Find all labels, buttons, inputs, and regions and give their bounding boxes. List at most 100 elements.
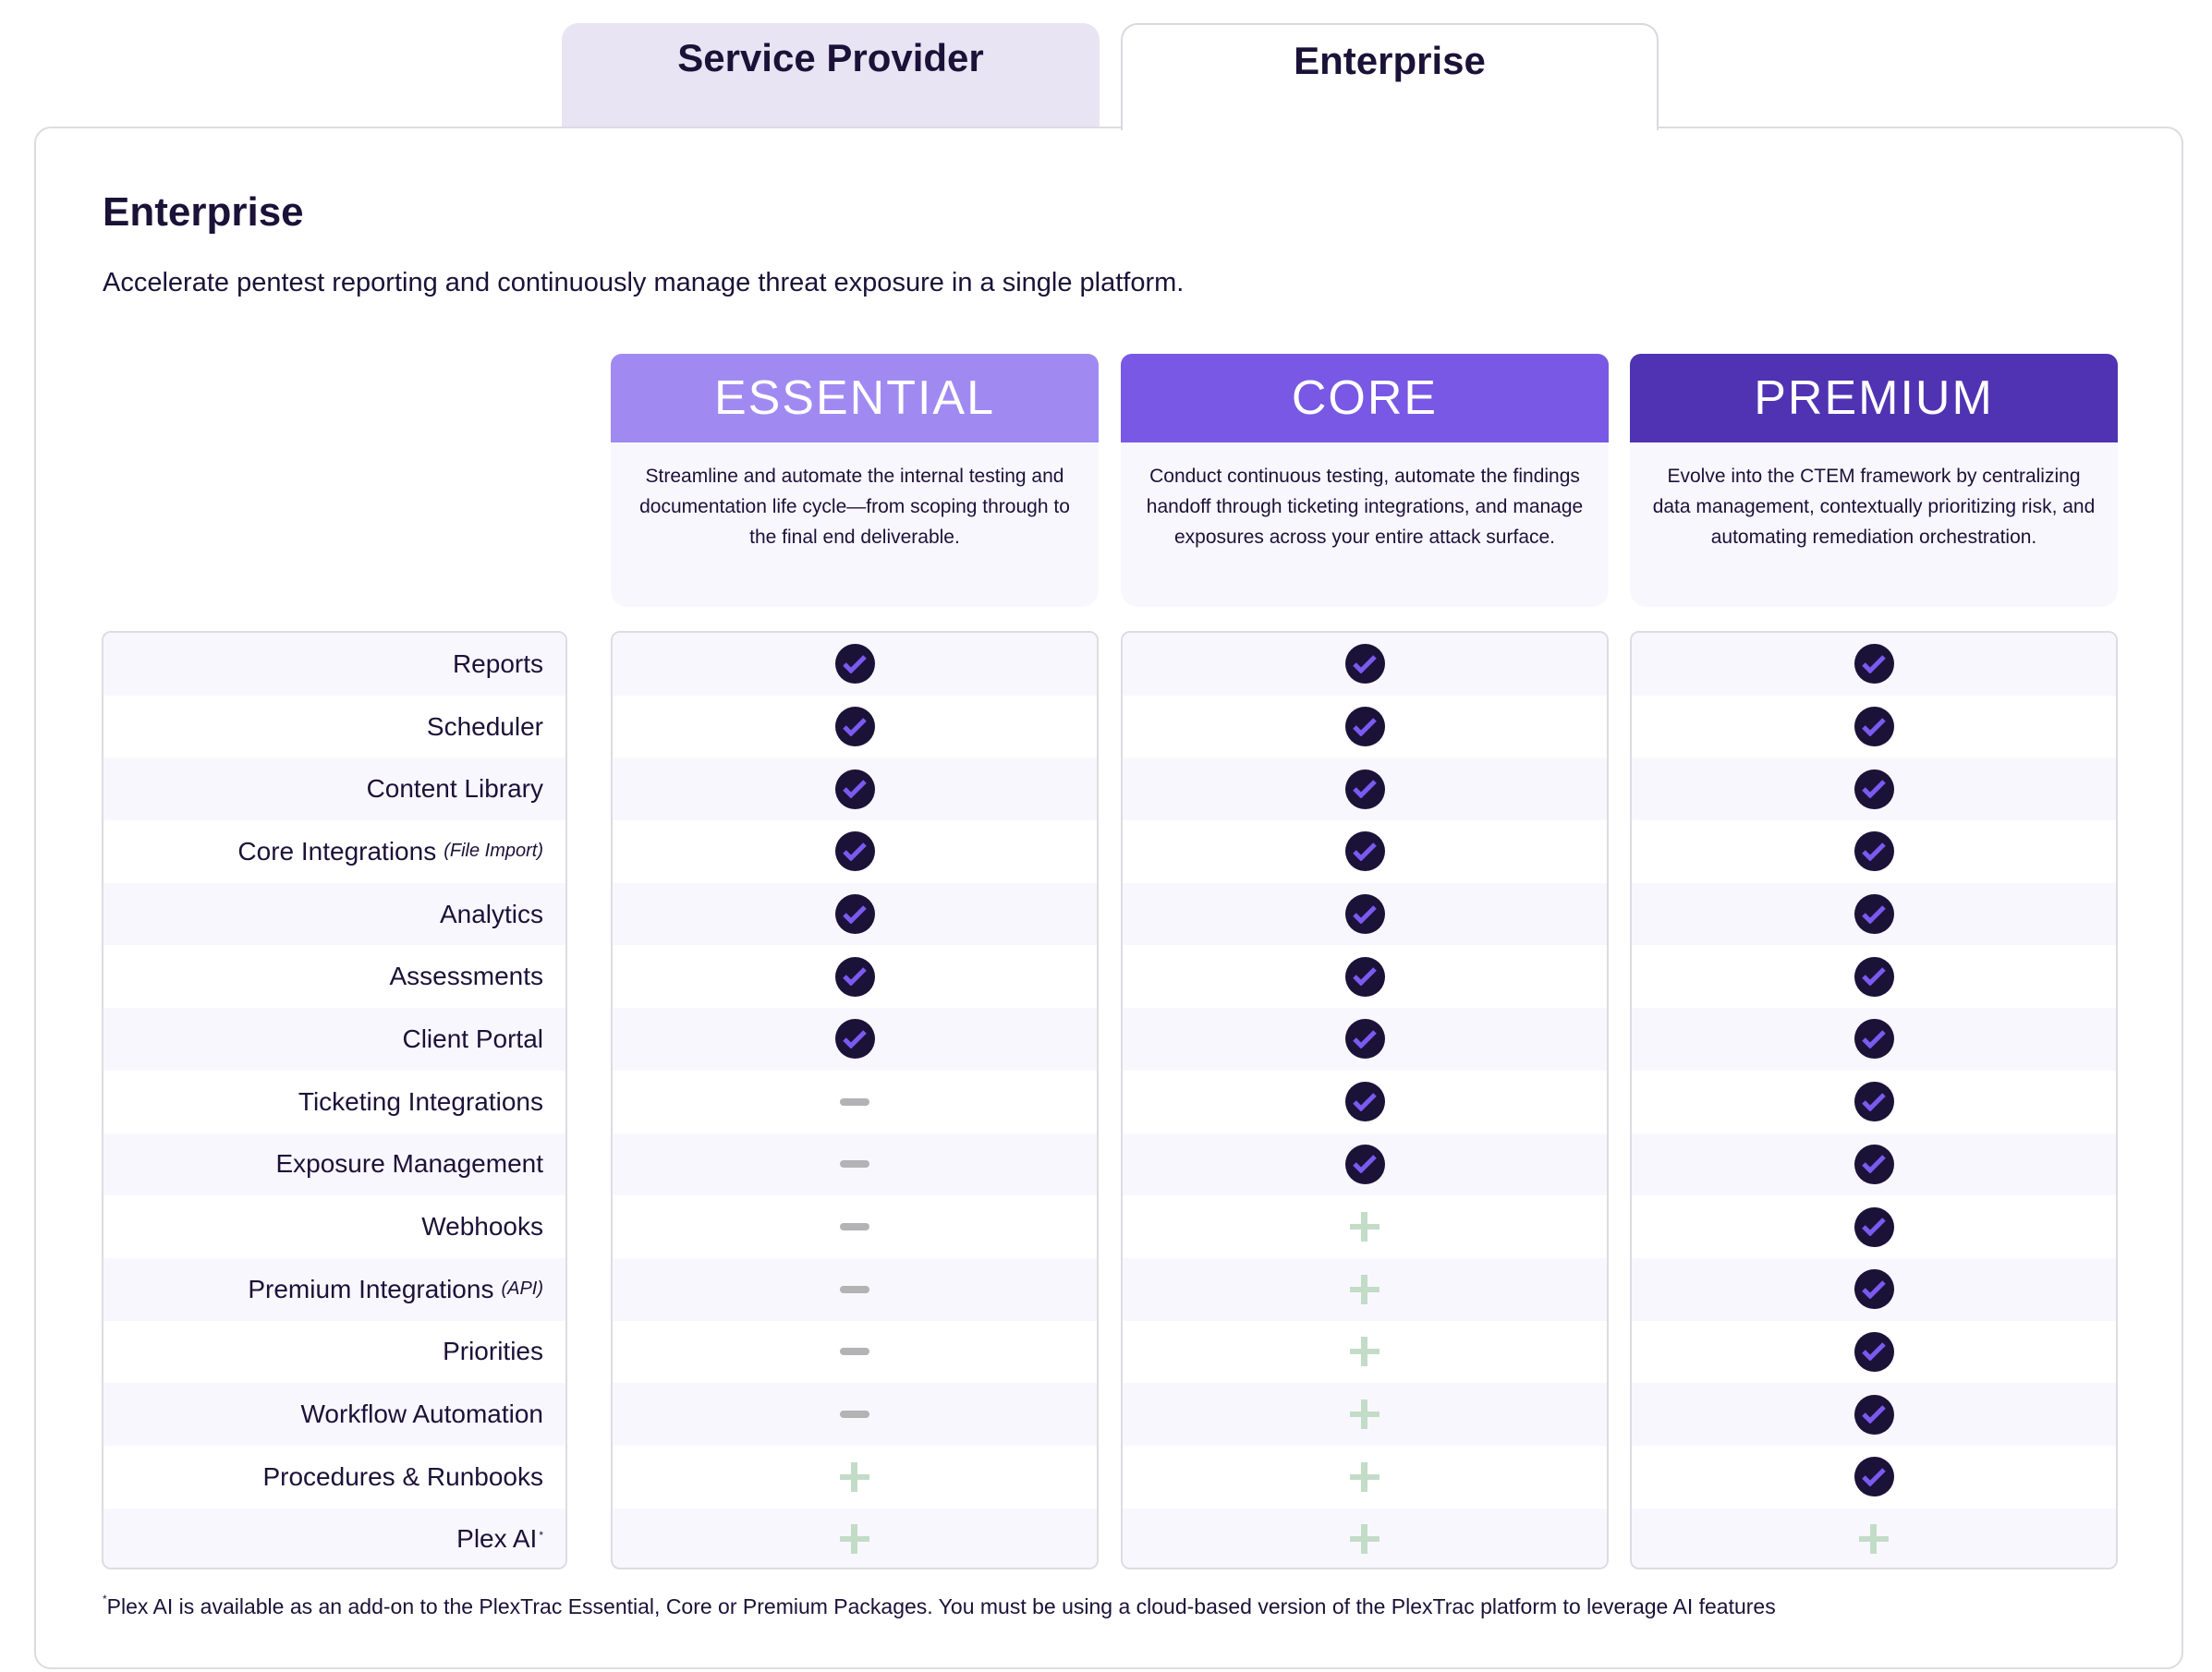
plan-description: Streamline and automate the internal tes… bbox=[611, 442, 1099, 607]
feature-label: Scheduler bbox=[426, 711, 543, 741]
feature-row: Ticketing Integrations bbox=[103, 1070, 565, 1133]
feature-row: Reports bbox=[103, 633, 565, 696]
feature-cell bbox=[1123, 945, 1607, 1009]
feature-cell bbox=[613, 1195, 1097, 1258]
feature-cell bbox=[1123, 882, 1607, 946]
tab-label: Enterprise bbox=[1294, 39, 1486, 82]
check-circle-icon bbox=[1853, 1331, 1894, 1372]
feature-label: Workflow Automation bbox=[300, 1399, 544, 1429]
check-circle-icon bbox=[1853, 1144, 1894, 1184]
feature-row: Exposure Management bbox=[103, 1133, 565, 1196]
check-circle-icon bbox=[1853, 1206, 1894, 1247]
feature-cell bbox=[1123, 1008, 1607, 1071]
feature-label: Premium Integrations bbox=[248, 1274, 494, 1303]
feature-cell bbox=[1632, 757, 2116, 821]
feature-row: Assessments bbox=[103, 945, 565, 1009]
check-circle-icon bbox=[834, 707, 875, 747]
feature-row: Plex AI * bbox=[103, 1508, 565, 1568]
check-circle-icon bbox=[1853, 956, 1894, 997]
plan-name: CORE bbox=[1121, 354, 1609, 442]
plan-name: PREMIUM bbox=[1630, 354, 2118, 442]
feature-label: Procedures & Runbooks bbox=[262, 1461, 543, 1491]
feature-cell bbox=[1632, 1195, 2116, 1258]
check-circle-icon bbox=[1344, 956, 1385, 997]
feature-cell bbox=[1632, 882, 2116, 946]
premium-feature-column bbox=[1630, 631, 2118, 1569]
plan-name: ESSENTIAL bbox=[611, 354, 1099, 442]
check-circle-icon bbox=[1344, 1144, 1385, 1184]
feature-cell bbox=[613, 945, 1097, 1009]
check-circle-icon bbox=[1344, 769, 1385, 809]
feature-cell bbox=[1632, 820, 2116, 883]
tab-enterprise[interactable]: Enterprise bbox=[1121, 23, 1659, 130]
feature-cell bbox=[1123, 1445, 1607, 1508]
dash-icon bbox=[840, 1223, 869, 1231]
dash-icon bbox=[840, 1285, 869, 1293]
footnote-marker: * bbox=[539, 1529, 543, 1543]
feature-note: (File Import) bbox=[444, 841, 543, 862]
feature-cell bbox=[613, 882, 1097, 946]
plus-icon bbox=[1350, 1461, 1379, 1492]
feature-cell bbox=[613, 1383, 1097, 1446]
feature-cell bbox=[613, 1445, 1097, 1508]
feature-cell bbox=[1123, 1257, 1607, 1321]
plus-icon bbox=[1350, 1524, 1379, 1555]
feature-cell bbox=[1123, 1133, 1607, 1196]
feature-cell bbox=[1123, 1508, 1607, 1568]
feature-cell bbox=[613, 695, 1097, 758]
check-circle-icon bbox=[1853, 1019, 1894, 1060]
plus-icon bbox=[1350, 1274, 1379, 1304]
check-circle-icon bbox=[834, 956, 875, 997]
feature-label-column: Reports Scheduler Content Library Core Inte… bbox=[102, 631, 567, 1569]
check-circle-icon bbox=[1853, 1082, 1894, 1122]
section-subtitle: Accelerate pentest reporting and continu… bbox=[103, 268, 1185, 297]
core-feature-column bbox=[1121, 631, 1609, 1569]
tab-service-provider[interactable]: Service Provider bbox=[562, 23, 1100, 128]
check-circle-icon bbox=[834, 1019, 875, 1060]
check-circle-icon bbox=[1853, 644, 1894, 685]
feature-cell bbox=[1123, 757, 1607, 821]
section-title: Enterprise bbox=[103, 189, 304, 235]
dash-icon bbox=[840, 1411, 869, 1419]
check-circle-icon bbox=[1344, 707, 1385, 747]
dash-icon bbox=[840, 1160, 869, 1169]
feature-cell bbox=[1632, 695, 2116, 758]
feature-cell bbox=[613, 1320, 1097, 1384]
feature-label: Reports bbox=[452, 648, 543, 678]
feature-cell bbox=[1123, 1383, 1607, 1446]
feature-row: Content Library bbox=[103, 757, 565, 821]
feature-cell bbox=[1632, 1320, 2116, 1384]
feature-row: Procedures & Runbooks bbox=[103, 1445, 565, 1508]
check-circle-icon bbox=[834, 769, 875, 809]
feature-cell bbox=[1632, 1070, 2116, 1133]
plus-icon bbox=[840, 1461, 869, 1492]
feature-cell bbox=[1123, 1070, 1607, 1133]
check-circle-icon bbox=[834, 644, 875, 685]
check-circle-icon bbox=[1853, 1269, 1894, 1310]
plan-description: Evolve into the CTEM framework by centra… bbox=[1630, 442, 2118, 607]
feature-label: Analytics bbox=[439, 899, 543, 928]
feature-cell bbox=[613, 1008, 1097, 1071]
feature-cell bbox=[1632, 1008, 2116, 1071]
check-circle-icon bbox=[1344, 1082, 1385, 1122]
plus-icon bbox=[1350, 1399, 1379, 1430]
feature-cell bbox=[613, 1508, 1097, 1568]
plan-card-premium: PREMIUM Evolve into the CTEM framework b… bbox=[1630, 354, 2118, 607]
feature-label: Core Integrations bbox=[237, 836, 437, 866]
feature-row: Premium Integrations (API) bbox=[103, 1257, 565, 1321]
feature-label: Ticketing Integrations bbox=[298, 1086, 543, 1116]
feature-cell bbox=[1632, 1508, 2116, 1568]
check-circle-icon bbox=[1344, 831, 1385, 872]
feature-row: Priorities bbox=[103, 1320, 565, 1384]
plan-description: Conduct continuous testing, automate the… bbox=[1121, 442, 1609, 607]
feature-cell bbox=[1632, 1383, 2116, 1446]
footnote: *Plex AI is available as an add-on to th… bbox=[103, 1593, 1776, 1619]
plan-card-core: CORE Conduct continuous testing, automat… bbox=[1121, 354, 1609, 607]
feature-cell bbox=[1123, 820, 1607, 883]
feature-row: Webhooks bbox=[103, 1195, 565, 1258]
check-circle-icon bbox=[1344, 894, 1385, 935]
plus-icon bbox=[1350, 1337, 1379, 1367]
plus-icon bbox=[1350, 1212, 1379, 1242]
feature-cell bbox=[613, 633, 1097, 696]
check-circle-icon bbox=[1853, 769, 1894, 809]
